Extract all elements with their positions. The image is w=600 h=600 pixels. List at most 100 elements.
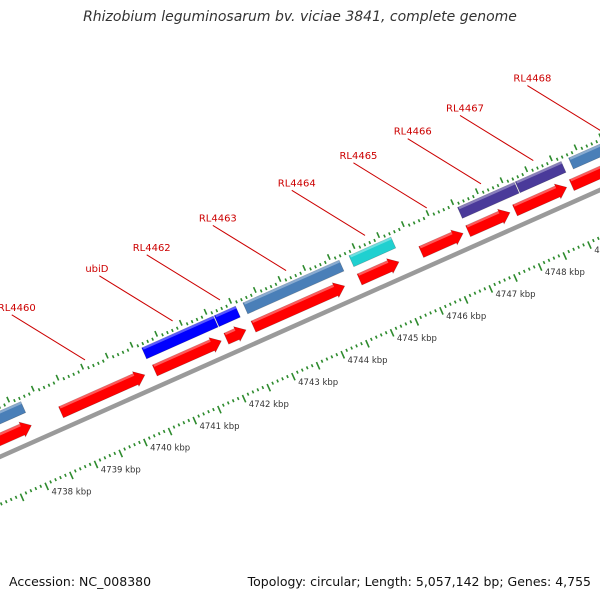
upper-tick xyxy=(590,142,594,146)
lower-tick xyxy=(493,282,497,287)
cds-arrow[interactable] xyxy=(512,183,568,217)
gene-label-ubid: ubiD xyxy=(85,264,108,275)
lower-tick xyxy=(113,451,117,456)
cds-arrow[interactable] xyxy=(250,282,346,333)
gene-label-rl4465: RL4465 xyxy=(339,151,377,162)
upper-tick xyxy=(309,267,312,271)
upper-tick xyxy=(92,363,95,368)
upper-tick xyxy=(333,256,337,260)
cds-arrow[interactable] xyxy=(58,371,146,419)
gene-rl4462[interactable] xyxy=(213,305,241,327)
label-leader xyxy=(291,189,366,236)
lower-tick xyxy=(217,405,222,414)
label-leader xyxy=(11,314,86,361)
upper-tick xyxy=(195,317,199,322)
lower-tick xyxy=(295,370,299,374)
lower-tick xyxy=(172,425,176,429)
upper-tick xyxy=(215,308,219,313)
upper-tick xyxy=(447,205,451,210)
cds-arrow[interactable] xyxy=(568,146,600,191)
lower-tick xyxy=(0,502,3,506)
upper-tick xyxy=(220,306,224,311)
scale-label: 4748 kbp xyxy=(545,268,585,278)
gene-rl4460[interactable] xyxy=(0,401,27,432)
lower-tick xyxy=(291,372,296,381)
lower-tick xyxy=(562,252,568,261)
lower-tick xyxy=(547,258,551,263)
upper-tick xyxy=(166,330,169,335)
upper-tick xyxy=(55,374,60,381)
upper-tick xyxy=(200,315,204,319)
upper-tick xyxy=(560,155,564,159)
upper-tick xyxy=(506,179,510,183)
label-leader xyxy=(407,138,482,185)
upper-tick xyxy=(277,275,282,282)
gene-label-rl4466: RL4466 xyxy=(394,127,432,138)
backbone-line xyxy=(0,187,600,460)
upper-tick xyxy=(259,289,263,293)
lower-tick xyxy=(167,427,173,436)
lower-tick xyxy=(409,320,413,324)
gene-rl4463[interactable] xyxy=(242,259,345,315)
lower-tick xyxy=(320,359,324,363)
gene-rl4467[interactable] xyxy=(514,160,567,194)
gene-rl4466[interactable] xyxy=(457,181,520,219)
cds-arrow[interactable] xyxy=(418,229,464,258)
lower-tick xyxy=(370,337,373,342)
upper-tick xyxy=(319,262,322,267)
lower-tick xyxy=(458,298,462,302)
cds-arrow[interactable] xyxy=(0,421,32,450)
lower-tick xyxy=(207,410,210,414)
lower-tick xyxy=(88,462,92,467)
lower-tick xyxy=(350,346,353,350)
upper-tick xyxy=(598,133,600,138)
upper-tick xyxy=(22,394,26,398)
gene-ubid[interactable] xyxy=(141,315,219,360)
lower-tick xyxy=(448,302,452,306)
lower-tick xyxy=(572,247,575,252)
cds-arrow[interactable] xyxy=(223,326,247,345)
lower-tick xyxy=(187,418,191,423)
gene-rl4464[interactable] xyxy=(348,236,397,268)
upper-tick xyxy=(499,177,504,184)
gene-labels: RL4460 ubiD RL4462 RL4463 RL4464 RL4465 RL4466… xyxy=(0,74,600,361)
upper-tick xyxy=(129,341,134,348)
lower-tick xyxy=(192,416,198,425)
lower-tick xyxy=(596,236,600,241)
upper-tick xyxy=(37,387,41,392)
gene-rl4468[interactable] xyxy=(568,125,600,170)
lower-tick xyxy=(236,396,240,401)
lower-tick xyxy=(286,374,289,379)
gene-label-rl4468: RL4468 xyxy=(513,74,551,85)
lower-tick xyxy=(434,309,437,313)
label-leader xyxy=(146,254,221,301)
lower-tick xyxy=(453,300,457,304)
lower-scale-ticks: 4738 kbp 4739 kbp 4740 kbp 4741 kbp 4742 kbp… xyxy=(0,236,600,506)
cds-arrow[interactable] xyxy=(465,208,511,238)
upper-tick xyxy=(471,194,475,199)
lower-tick xyxy=(374,335,378,339)
upper-tick xyxy=(437,210,441,214)
upper-tick xyxy=(111,355,115,359)
lower-tick xyxy=(394,326,398,331)
lower-tick xyxy=(404,322,408,326)
upper-tick xyxy=(228,297,233,304)
cds-arrow[interactable] xyxy=(356,258,400,286)
upper-tick xyxy=(210,311,214,315)
cds-arrow[interactable] xyxy=(151,337,222,377)
genome-title: Rhizobium leguminosarum bv. viciae 3841,… xyxy=(83,9,517,25)
upper-tick xyxy=(573,144,578,151)
lower-tick xyxy=(552,256,556,260)
upper-tick xyxy=(376,231,381,239)
upper-tick xyxy=(348,249,352,254)
upper-tick xyxy=(462,199,465,203)
lower-tick xyxy=(128,445,131,449)
label-leader xyxy=(99,275,173,322)
lower-tick xyxy=(522,269,526,273)
lower-tick xyxy=(340,350,346,359)
scale-label: 4743 kbp xyxy=(298,378,338,388)
lower-tick xyxy=(177,423,181,427)
lower-tick xyxy=(251,390,255,394)
upper-tick xyxy=(358,245,362,249)
